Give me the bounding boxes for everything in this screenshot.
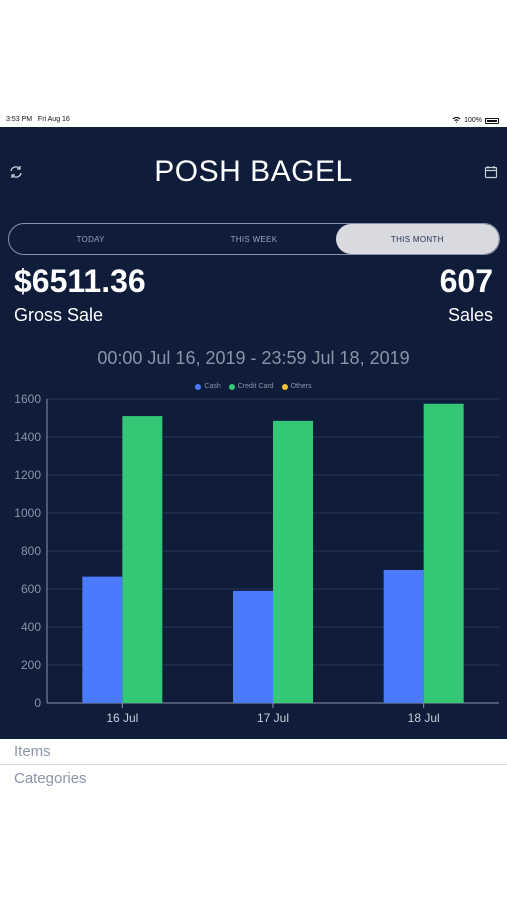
- sales-count-value: 607: [439, 263, 493, 299]
- gross-sale-value: $6511.36: [14, 263, 146, 299]
- legend-label-others: Others: [290, 383, 312, 390]
- header: POSH BAGEL: [0, 127, 507, 219]
- status-bar: 3:53 PM Fri Aug 16 100%: [0, 113, 507, 127]
- tab-today[interactable]: TODAY: [76, 234, 105, 244]
- legend-dot-others: [281, 383, 288, 390]
- bar-credit-card: [273, 420, 313, 703]
- tab-this-week[interactable]: THIS WEEK: [230, 234, 278, 244]
- sales-count-label: Sales: [447, 305, 493, 325]
- calendar-icon[interactable]: [483, 164, 499, 180]
- status-time-date: 3:53 PM Fri Aug 16: [6, 116, 70, 123]
- bar-cash: [82, 576, 123, 703]
- date-range-tabs: TODAY THIS WEEK THIS MONTH: [8, 223, 500, 255]
- y-tick-label: 400: [21, 620, 41, 634]
- status-right: 100%: [452, 116, 499, 125]
- legend-item-others: Others: [281, 383, 312, 390]
- x-tick-label: 16 Jul: [106, 711, 138, 725]
- bar-credit-card: [423, 403, 464, 703]
- y-tick-label: 1400: [14, 430, 41, 444]
- breakdown-list: Items Categories: [0, 739, 507, 792]
- bar-cash: [383, 570, 424, 703]
- bar-cash: [233, 590, 273, 703]
- battery-percent: 100%: [464, 117, 482, 124]
- refresh-icon[interactable]: [8, 164, 24, 180]
- battery-icon: [485, 117, 499, 124]
- sales-dashboard: POSH BAGEL TODAY THIS WEEK THIS MONTH $6…: [0, 127, 507, 739]
- y-tick-label: 1200: [14, 468, 41, 482]
- status-time: 3:53 PM: [6, 116, 33, 123]
- list-item-categories[interactable]: Categories: [0, 764, 507, 792]
- y-tick-label: 200: [21, 658, 41, 672]
- chart-legend: Cash Credit Card Others: [0, 383, 507, 390]
- legend-label-credit-card: Credit Card: [237, 383, 274, 390]
- date-range-label: 00:00 Jul 16, 2019 - 23:59 Jul 18, 2019: [97, 348, 410, 368]
- y-tick-label: 1600: [14, 392, 41, 406]
- y-tick-label: 800: [21, 544, 41, 558]
- x-tick-label: 17 Jul: [257, 711, 289, 725]
- sales-bar-chart: 0 200 400 600 800 1000 1200 1400 1600 16 Jul 17 Ju…: [14, 392, 499, 725]
- tab-this-month[interactable]: THIS MONTH: [335, 224, 499, 254]
- legend-item-cash: Cash: [195, 383, 221, 390]
- y-tick-label: 0: [34, 696, 41, 710]
- y-tick-label: 1000: [14, 506, 41, 520]
- gross-sale-label: Gross Sale: [14, 305, 104, 325]
- bar-credit-card: [122, 416, 163, 703]
- y-tick-label: 600: [21, 582, 41, 596]
- wifi-icon: [452, 116, 461, 125]
- x-tick-label: 18 Jul: [408, 711, 440, 725]
- legend-item-credit-card: Credit Card: [228, 383, 274, 390]
- status-date: Fri Aug 16: [37, 116, 70, 123]
- legend-label-cash: Cash: [204, 383, 221, 390]
- page-title: POSH BAGEL: [154, 155, 353, 188]
- legend-dot-credit-card: [228, 383, 235, 390]
- legend-dot-cash: [195, 383, 202, 390]
- list-item-items[interactable]: Items: [14, 743, 51, 760]
